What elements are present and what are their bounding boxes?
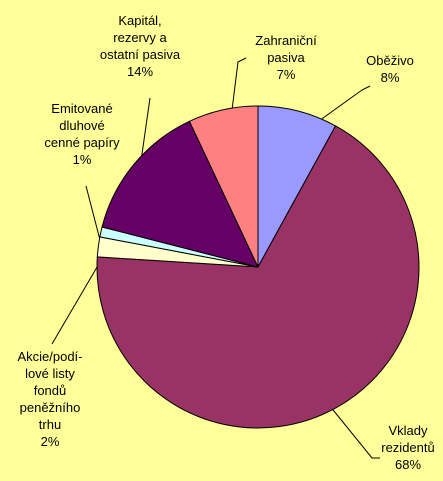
slice-label: Emitované dluhové cenné papíry 1% <box>22 100 142 168</box>
value-label: 1% <box>72 152 92 167</box>
slice-label: Kapitál, rezervy a ostatní pasiva 14% <box>80 12 200 80</box>
slice-label: Oběživo 8% <box>330 52 443 86</box>
slice-label: Akcie/podí- lové listy fondů peněžního t… <box>0 348 110 450</box>
category-label: Emitované dluhové cenné papíry <box>44 101 120 150</box>
category-label: Oběživo <box>366 53 414 68</box>
value-label: 14% <box>126 64 154 79</box>
category-label: Kapitál, rezervy a ostatní pasiva <box>99 13 181 62</box>
value-label: 68% <box>394 457 422 472</box>
category-label: Akcie/podí- lové listy fondů peněžního t… <box>17 349 83 432</box>
category-label: Vklady rezidentů <box>381 423 435 455</box>
value-label: 7% <box>276 67 296 82</box>
leader-line <box>85 185 101 241</box>
slice-label: Vklady rezidentů 68% <box>348 422 443 473</box>
pie-slice <box>96 125 420 429</box>
pie-slice <box>101 120 259 268</box>
leader-line <box>324 399 380 459</box>
value-label: 2% <box>40 434 60 449</box>
value-label: 8% <box>380 70 400 85</box>
category-label: Zahraniční pasiva <box>255 33 317 65</box>
slice-label: Zahraniční pasiva 7% <box>226 32 346 83</box>
leader-line <box>51 261 101 345</box>
pie-slice <box>188 105 259 268</box>
